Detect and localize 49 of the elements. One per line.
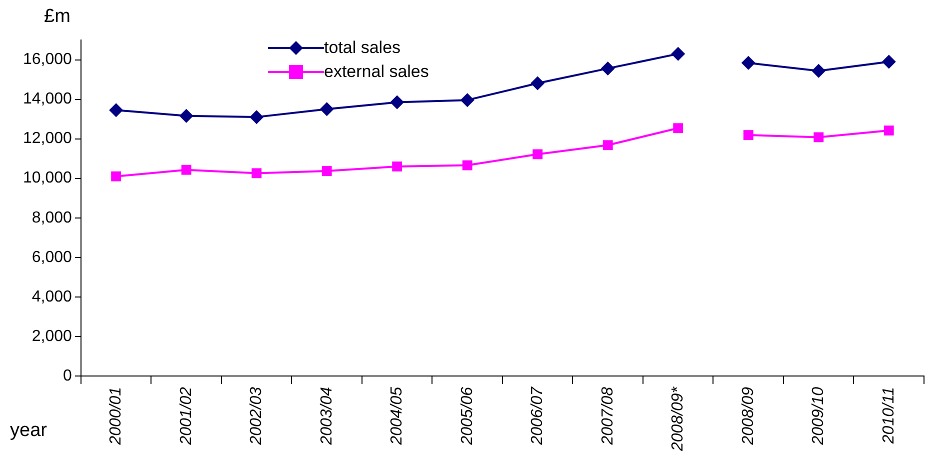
y-tick-label: 10,000	[23, 170, 72, 187]
point	[250, 110, 264, 124]
point	[109, 103, 124, 118]
y-tick-label: 0	[63, 367, 72, 384]
y-tick-label: 14,000	[23, 90, 72, 108]
x-tick-label: 2003/04	[318, 386, 336, 446]
x-tick-label: 2004/05	[388, 386, 406, 446]
point	[462, 160, 472, 170]
x-tick-label: 2009/10	[810, 386, 828, 446]
point	[530, 76, 545, 90]
point	[602, 140, 613, 150]
y-tick-label: 6,000	[32, 248, 72, 266]
point	[181, 164, 192, 175]
x-tick-label: 2001/02	[178, 386, 195, 446]
x-tick-label: 2002/03	[248, 386, 266, 446]
x-tick-label: 2008/09*	[670, 386, 687, 452]
x-tick-label: 2000/01	[108, 386, 125, 446]
point	[179, 108, 194, 123]
x-axis-title: year	[10, 420, 47, 442]
y-tick-label: 8,000	[32, 209, 72, 226]
x-tick-label: 2010/11	[880, 386, 898, 445]
point	[741, 56, 756, 70]
point	[460, 93, 474, 108]
point	[673, 123, 684, 134]
point	[392, 162, 402, 172]
point	[532, 149, 543, 160]
point	[600, 61, 615, 76]
point	[671, 46, 686, 61]
point	[814, 132, 824, 142]
y-axis-title: £m	[44, 6, 70, 28]
x-tick-label: 2005/06	[458, 386, 476, 446]
point	[884, 126, 894, 136]
y-tick-label: 4,000	[32, 288, 72, 306]
legend-label: total sales	[324, 38, 401, 58]
y-tick-label: 2,000	[32, 328, 72, 345]
point	[320, 102, 334, 116]
legend-label: external sales	[324, 62, 429, 82]
point	[322, 166, 332, 176]
point	[111, 171, 122, 182]
x-tick-label: 2007/08	[599, 386, 616, 446]
point	[812, 64, 826, 78]
x-tick-label: 2006/07	[529, 386, 546, 446]
point	[882, 54, 896, 69]
x-tick-label: 2008/09	[740, 386, 757, 446]
y-tick-label: 12,000	[23, 130, 72, 148]
point	[252, 168, 262, 178]
point	[743, 130, 754, 140]
y-tick-label: 16,000	[23, 51, 72, 68]
point	[390, 95, 404, 110]
